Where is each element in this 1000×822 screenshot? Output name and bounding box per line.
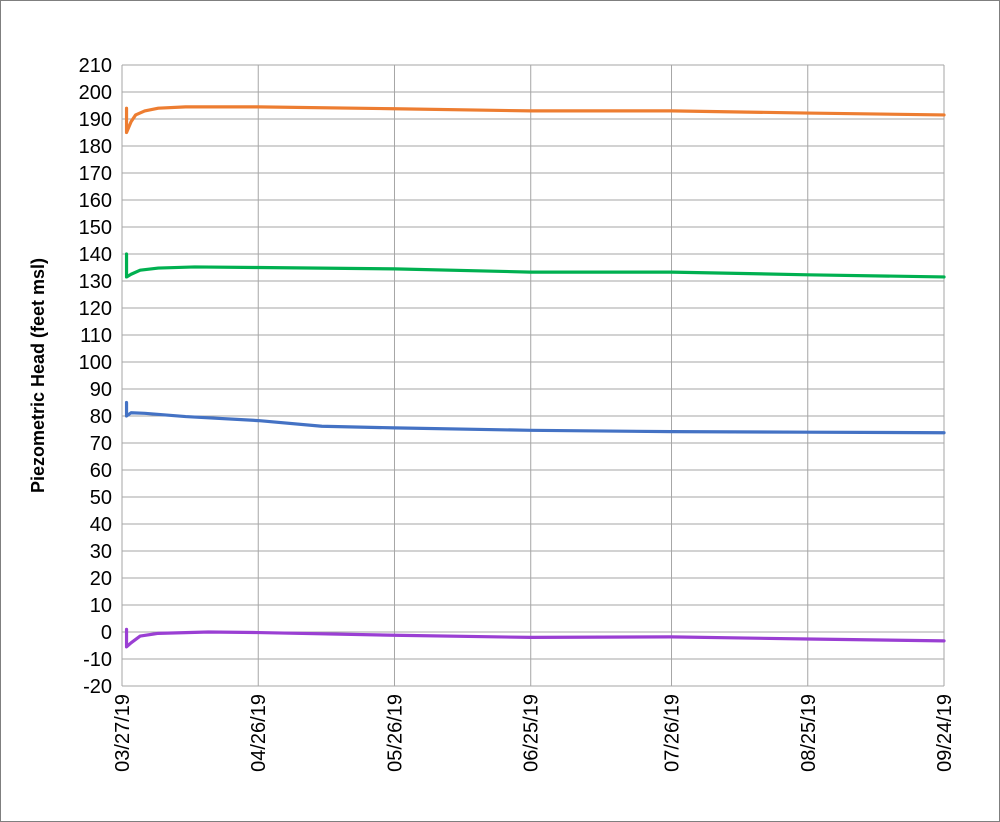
x-tick-label: 03/27/19 — [112, 694, 134, 772]
y-tick-label: 20 — [90, 568, 112, 590]
x-axis-tick-labels: 03/27/19 04/26/19 05/26/19 06/25/19 07/26/19… — [112, 694, 956, 772]
y-tick-label: 60 — [90, 460, 112, 482]
y-tick-label: 150 — [79, 217, 112, 239]
y-tick-label: 100 — [79, 352, 112, 374]
series-line-2 — [124, 252, 946, 279]
y-tick-label: 70 — [90, 433, 112, 455]
y-tick-label: 30 — [90, 541, 112, 563]
x-tick-label: 09/24/19 — [934, 694, 956, 772]
y-tick-label: 200 — [79, 82, 112, 104]
x-tick-label: 04/26/19 — [248, 694, 270, 772]
y-tick-label: 120 — [79, 298, 112, 320]
y-tick-label: 80 — [90, 406, 112, 428]
y-tick-label: 40 — [90, 514, 112, 536]
y-tick-label: 90 — [90, 379, 112, 401]
y-tick-label: 110 — [80, 325, 112, 347]
y-tick-label: 130 — [79, 271, 112, 293]
y-tick-label: -20 — [83, 676, 112, 698]
series-line-3 — [124, 400, 946, 435]
y-tick-label: 210 — [79, 55, 112, 77]
x-tick-label: 08/25/19 — [798, 694, 820, 772]
y-tick-label: -10 — [83, 649, 112, 671]
series-line-1 — [124, 105, 946, 135]
x-tick-label: 07/26/19 — [662, 694, 684, 772]
x-tick-label: 06/25/19 — [521, 694, 543, 772]
y-axis-title: Piezometric Head (feet msl) — [28, 258, 48, 493]
y-axis-tick-labels: -20 -10 0 10 20 30 40 50 60 70 80 90 100 110 120 130 140… — [79, 55, 112, 698]
y-tick-label: 10 — [90, 595, 112, 617]
series-line-4 — [124, 627, 946, 649]
y-tick-label: 50 — [90, 487, 112, 509]
y-tick-label: 170 — [79, 163, 112, 185]
series-layer — [124, 105, 946, 649]
x-tick-label: 05/26/19 — [384, 694, 406, 772]
grid — [121, 64, 945, 687]
y-tick-label: 0 — [101, 622, 112, 644]
y-tick-label: 140 — [79, 244, 112, 266]
y-tick-label: 180 — [79, 136, 112, 158]
y-tick-label: 190 — [79, 109, 112, 131]
y-tick-label: 160 — [79, 190, 112, 212]
